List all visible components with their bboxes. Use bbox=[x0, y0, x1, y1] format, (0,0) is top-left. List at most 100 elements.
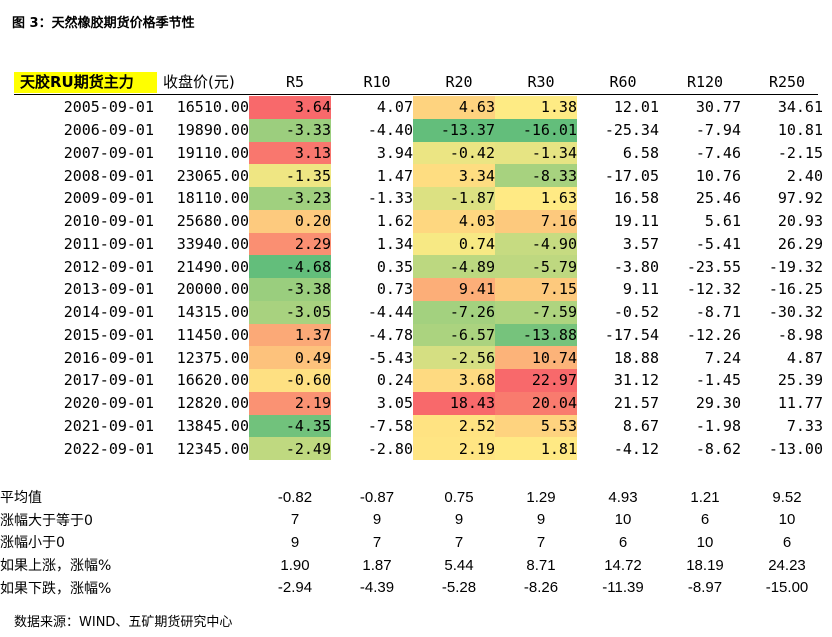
cell-r10: -1.33 bbox=[367, 189, 413, 208]
row-date: 2017-09-01 bbox=[63, 371, 154, 390]
stats-value-r120: 6 bbox=[700, 511, 710, 529]
source-note: 数据来源：WIND、五矿期货研究中心 bbox=[14, 615, 233, 630]
row-date: 2009-09-01 bbox=[63, 189, 154, 208]
cell-r5: 0.20 bbox=[249, 209, 331, 233]
summary-stats-table: 平均值 -0.82 -0.87 0.75 1.29 4.93 1.21 9.52 涨幅大于等于0… bbox=[0, 486, 828, 599]
cell-r20: 2.52 bbox=[413, 414, 495, 438]
cell-r120: 7.24 bbox=[704, 348, 741, 367]
cell-r20: -6.57 bbox=[413, 323, 495, 347]
stats-value-r60: 6 bbox=[618, 533, 628, 551]
stats-value-r5: -0.82 bbox=[277, 488, 313, 506]
cell-r30: 1.63 bbox=[495, 187, 577, 210]
table-row: 2005-09-01 16510.00 3.64 4.07 4.63 1.38 12.01 3… bbox=[0, 96, 823, 119]
stats-row: 涨幅大于等于0 7 9 9 9 10 6 10 bbox=[0, 509, 828, 532]
cell-r120: 29.30 bbox=[695, 394, 741, 413]
header-divider bbox=[14, 94, 818, 95]
cell-r60: 3.57 bbox=[622, 234, 659, 253]
stats-value-r30: 8.71 bbox=[526, 556, 556, 574]
cell-r120: -12.26 bbox=[686, 325, 741, 344]
row-close-price: 20000.00 bbox=[176, 280, 249, 299]
cell-r30: -13.88 bbox=[495, 323, 577, 347]
cell-r10: -2.80 bbox=[367, 439, 413, 458]
cell-r20: 3.68 bbox=[413, 369, 495, 392]
cell-r10: -7.58 bbox=[367, 416, 413, 435]
cell-r60: 6.58 bbox=[622, 143, 659, 162]
cell-r5: -3.23 bbox=[249, 187, 331, 210]
col-header-r120: R120 bbox=[686, 73, 724, 91]
cell-r5: -3.38 bbox=[249, 278, 331, 301]
cell-r250: 11.77 bbox=[777, 394, 823, 413]
cell-r250: -13.00 bbox=[768, 439, 823, 458]
cell-r10: 3.94 bbox=[376, 143, 413, 162]
stats-value-r5: 9 bbox=[290, 533, 300, 551]
row-close-price: 21490.00 bbox=[176, 257, 249, 276]
cell-r120: -1.45 bbox=[695, 371, 741, 390]
row-date: 2016-09-01 bbox=[63, 348, 154, 367]
stats-value-r250: 9.52 bbox=[772, 488, 802, 506]
row-close-price: 16510.00 bbox=[176, 98, 249, 117]
close-price-header: 收盘价(元) bbox=[163, 73, 235, 91]
cell-r60: -3.80 bbox=[613, 257, 659, 276]
cell-r250: -30.32 bbox=[768, 303, 823, 322]
cell-r250: 20.93 bbox=[777, 212, 823, 231]
cell-r20: -1.87 bbox=[413, 187, 495, 210]
cell-r10: 1.62 bbox=[376, 212, 413, 231]
cell-r250: 4.87 bbox=[786, 348, 823, 367]
cell-r60: 9.11 bbox=[622, 280, 659, 299]
cell-r250: -16.25 bbox=[768, 280, 823, 299]
row-close-price: 12820.00 bbox=[176, 394, 249, 413]
cell-r20: 9.41 bbox=[413, 278, 495, 301]
cell-r10: 1.47 bbox=[376, 166, 413, 185]
stats-value-r30: -8.26 bbox=[523, 579, 559, 597]
stats-value-r120: 1.21 bbox=[690, 488, 720, 506]
cell-r5: 1.37 bbox=[249, 323, 331, 347]
cell-r120: -8.62 bbox=[695, 439, 741, 458]
row-date: 2022-09-01 bbox=[63, 439, 154, 458]
cell-r30: 5.53 bbox=[495, 414, 577, 438]
stats-value-r250: 6 bbox=[782, 533, 792, 551]
cell-r120: -1.98 bbox=[695, 416, 741, 435]
row-date: 2020-09-01 bbox=[63, 394, 154, 413]
col-header-r30: R30 bbox=[527, 73, 555, 91]
cell-r5: -3.05 bbox=[249, 300, 331, 324]
stats-value-r30: 9 bbox=[536, 511, 546, 529]
cell-r30: 10.74 bbox=[495, 346, 577, 369]
row-close-price: 13845.00 bbox=[176, 416, 249, 435]
cell-r5: -1.35 bbox=[249, 164, 331, 187]
stats-value-r10: 7 bbox=[372, 533, 382, 551]
stats-value-r20: 9 bbox=[454, 511, 464, 529]
stats-value-r5: 7 bbox=[290, 511, 300, 529]
stats-value-r10: -4.39 bbox=[359, 579, 395, 597]
stats-value-r20: 7 bbox=[454, 533, 464, 551]
table-row: 2011-09-01 33940.00 2.29 1.34 0.74 -4.90 3.57 -… bbox=[0, 232, 823, 256]
cell-r30: 1.38 bbox=[495, 96, 577, 119]
cell-r60: 31.12 bbox=[613, 371, 659, 390]
cell-r10: 3.05 bbox=[376, 394, 413, 413]
cell-r60: 19.11 bbox=[613, 212, 659, 231]
stats-label: 涨幅大于等于0 bbox=[0, 512, 93, 529]
cell-r5: 3.64 bbox=[249, 96, 331, 119]
cell-r20: -7.26 bbox=[413, 300, 495, 324]
stats-value-r250: 10 bbox=[778, 511, 796, 529]
stats-label: 平均值 bbox=[0, 490, 42, 507]
cell-r10: -4.78 bbox=[367, 325, 413, 344]
stats-value-r20: 0.75 bbox=[444, 488, 474, 506]
stats-value-r60: -11.39 bbox=[602, 579, 644, 597]
cell-r30: 7.16 bbox=[495, 209, 577, 233]
stats-value-r60: 4.93 bbox=[608, 488, 638, 506]
stats-row: 如果下跌，涨幅% -2.94 -4.39 -5.28 -8.26 -11.39 -8.97 -… bbox=[0, 576, 828, 599]
cell-r60: -4.12 bbox=[613, 439, 659, 458]
cell-r20: 18.43 bbox=[413, 391, 495, 415]
cell-r5: -3.33 bbox=[249, 118, 331, 142]
figure-title: 图 3：天然橡胶期货价格季节性 bbox=[12, 16, 195, 31]
cell-r120: -5.41 bbox=[695, 234, 741, 253]
table-row: 2013-09-01 20000.00 -3.38 0.73 9.41 7.15 9.11 -… bbox=[0, 278, 823, 301]
stats-row: 平均值 -0.82 -0.87 0.75 1.29 4.93 1.21 9.52 bbox=[0, 486, 828, 509]
cell-r30: 1.81 bbox=[495, 437, 577, 460]
cell-r120: -8.71 bbox=[695, 303, 741, 322]
table-row: 2009-09-01 18110.00 -3.23 -1.33 -1.87 1.63 16.… bbox=[0, 187, 823, 210]
cell-r250: -8.98 bbox=[777, 325, 823, 344]
stats-value-r5: -2.94 bbox=[277, 579, 313, 597]
series-label: 天胶RU期货主力 bbox=[14, 72, 157, 93]
stats-value-r10: 9 bbox=[372, 511, 382, 529]
